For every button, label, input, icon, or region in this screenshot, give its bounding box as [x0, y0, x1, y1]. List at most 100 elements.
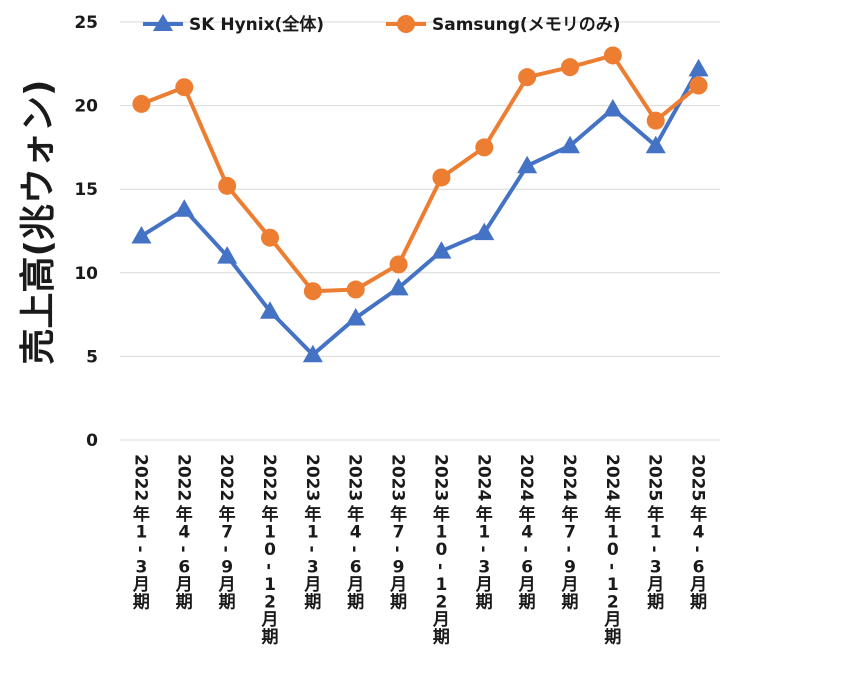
svg-text:月: 月	[261, 610, 279, 630]
svg-text:年: 年	[690, 504, 707, 525]
svg-text:-: -	[173, 545, 193, 552]
svg-text:年: 年	[604, 504, 621, 525]
svg-text:年: 年	[262, 504, 279, 525]
x-tick-label: 2022 年1 - 3月期	[130, 454, 150, 613]
svg-text:年: 年	[304, 504, 321, 525]
svg-text:期: 期	[219, 593, 236, 613]
data-point	[174, 199, 195, 217]
svg-text:年: 年	[476, 504, 493, 525]
y-tick-label: 5	[86, 347, 98, 367]
svg-text:期: 期	[476, 593, 493, 613]
svg-text:2: 2	[264, 593, 276, 613]
x-tick-label: 2024 年4 - 6月期	[516, 454, 536, 613]
data-point	[346, 280, 365, 299]
svg-text:7: 7	[221, 523, 233, 543]
legend-item: SK Hynix(全体)	[143, 14, 324, 35]
svg-text:-: -	[516, 545, 536, 552]
svg-text:月: 月	[303, 575, 321, 595]
svg-text:年: 年	[347, 504, 364, 525]
svg-text:1: 1	[436, 523, 448, 543]
svg-text:-: -	[602, 563, 622, 570]
svg-text:7: 7	[393, 523, 405, 543]
svg-text:月: 月	[561, 575, 579, 595]
svg-text:6: 6	[521, 558, 533, 578]
svg-text:月: 月	[432, 610, 450, 630]
svg-text:9: 9	[221, 558, 233, 578]
svg-text:1: 1	[264, 523, 276, 543]
data-point	[475, 138, 494, 157]
x-tick-label: 2022 年4 - 6月期	[173, 454, 193, 613]
data-point	[517, 155, 538, 174]
svg-text:3: 3	[478, 558, 490, 578]
svg-text:期: 期	[390, 593, 407, 613]
svg-text:期: 期	[176, 593, 193, 613]
x-tick-label: 2025 年4 - 6月期	[688, 454, 708, 613]
x-tick-label: 2023 年7 - 9月期	[388, 454, 408, 613]
data-point	[518, 68, 537, 87]
svg-text:1: 1	[478, 523, 490, 543]
svg-text:年: 年	[562, 504, 579, 525]
svg-text:4: 4	[350, 523, 362, 543]
y-axis-label: 売上高(兆ウォン)	[18, 80, 59, 365]
svg-text:2022: 2022	[173, 454, 193, 501]
svg-text:2025: 2025	[688, 454, 708, 501]
svg-text:期: 期	[133, 593, 150, 613]
legend-item: Samsung(メモリのみ)	[386, 15, 620, 35]
x-tick-label: 2023 年1 - 3月期	[302, 454, 322, 613]
data-point	[560, 135, 580, 154]
svg-text:-: -	[688, 545, 708, 552]
svg-text:期: 期	[347, 593, 364, 613]
svg-text:年: 年	[219, 504, 236, 525]
svg-text:2024: 2024	[516, 454, 536, 501]
svg-text:9: 9	[564, 558, 576, 578]
y-tick-label: 25	[74, 13, 98, 33]
svg-text:2024: 2024	[559, 454, 579, 501]
y-axis-ticks: 0 5 10 15 20 25	[74, 13, 98, 451]
svg-text:-: -	[259, 563, 279, 570]
svg-text:月: 月	[346, 575, 364, 595]
svg-text:1: 1	[650, 523, 662, 543]
svg-text:年: 年	[133, 504, 150, 525]
svg-text:3: 3	[650, 558, 662, 578]
legend-marker	[397, 15, 415, 33]
svg-text:月: 月	[518, 575, 536, 595]
svg-text:年: 年	[176, 504, 193, 525]
svg-text:年: 年	[433, 504, 450, 525]
legend-label: SK Hynix(全体)	[189, 14, 324, 35]
x-tick-label: 2023 年4 - 6月期	[345, 454, 365, 613]
data-point	[388, 277, 409, 296]
svg-text:0: 0	[264, 540, 276, 560]
svg-text:年: 年	[647, 504, 664, 525]
svg-text:2: 2	[607, 593, 619, 613]
svg-text:7: 7	[564, 523, 576, 543]
svg-text:月: 月	[175, 575, 193, 595]
data-point	[217, 246, 238, 264]
y-tick-label: 10	[74, 264, 98, 284]
svg-text:年: 年	[390, 504, 407, 525]
svg-text:-: -	[216, 545, 236, 552]
data-point	[132, 94, 151, 113]
svg-text:2022: 2022	[259, 454, 279, 501]
x-tick-label: 2022 年7 - 9月期	[216, 454, 236, 613]
x-tick-label: 2024 年7 - 9月期	[559, 454, 579, 613]
svg-text:4: 4	[178, 523, 190, 543]
svg-text:1: 1	[264, 575, 276, 595]
svg-text:月: 月	[218, 575, 236, 595]
svg-text:4: 4	[693, 523, 705, 543]
data-point	[474, 222, 495, 241]
y-tick-label: 0	[86, 431, 98, 451]
svg-text:月: 月	[475, 575, 493, 595]
data-point	[260, 301, 280, 319]
svg-text:6: 6	[693, 558, 705, 578]
svg-text:期: 期	[604, 628, 621, 648]
svg-text:-: -	[302, 545, 322, 552]
data-point	[302, 344, 323, 363]
svg-text:期: 期	[519, 593, 536, 613]
svg-text:月: 月	[646, 575, 664, 595]
data-point	[261, 228, 279, 247]
svg-text:0: 0	[607, 540, 619, 560]
svg-text:4: 4	[521, 523, 533, 543]
svg-text:年: 年	[519, 504, 536, 525]
